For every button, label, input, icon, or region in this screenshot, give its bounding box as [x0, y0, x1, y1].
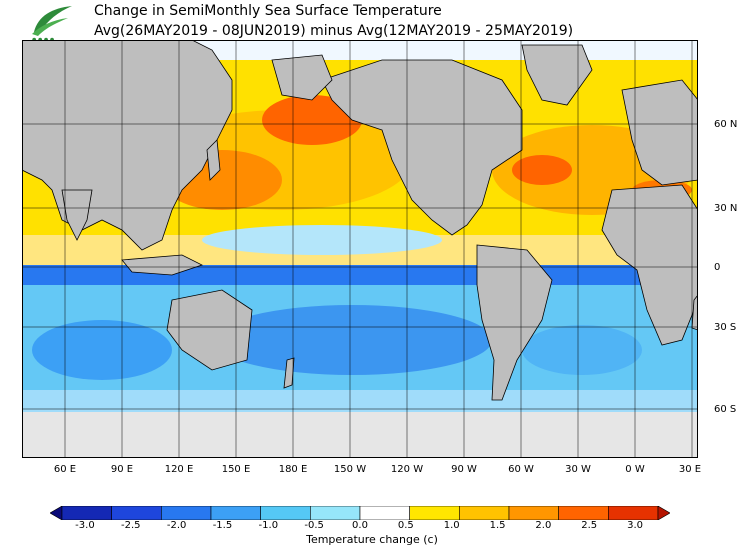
title-line-2: Avg(26MAY2019 - 08JUN2019) minus Avg(12M…: [94, 23, 574, 39]
lat-label-30s: 30 S: [714, 322, 737, 333]
colorbar-swatch: [508, 506, 559, 520]
land-australia: [166, 289, 253, 371]
map-frame: [22, 40, 698, 458]
lon-label-90w: 90 W: [451, 464, 477, 475]
map-title: Change in SemiMonthly Sea Surface Temper…: [94, 1, 573, 41]
land-newzealand: [283, 357, 295, 389]
colorbar-swatch: [61, 506, 112, 520]
colorbar-tick-label: -0.5: [304, 520, 324, 531]
land-greenland: [521, 44, 593, 106]
land-north-america: [321, 59, 523, 236]
land-south-america: [476, 244, 553, 401]
antarctic-ice: [22, 412, 698, 458]
lon-label-90e: 90 E: [110, 464, 134, 475]
colorbar-swatch: [210, 506, 261, 520]
sst-change-map: [22, 40, 698, 458]
colorbar-tick-label: 2.5: [581, 520, 598, 531]
colorbar-tick-label: 0.0: [352, 520, 368, 531]
colorbar-high-extension: [657, 506, 670, 520]
svg-text:● ● ● ●: ● ● ● ●: [32, 37, 55, 42]
land-alaska: [271, 54, 333, 101]
land-africa: [601, 184, 698, 346]
south-indian-cool: [32, 320, 172, 380]
colorbar-tick-label: -3.0: [75, 520, 95, 531]
colorbar: [50, 506, 670, 520]
colorbar-swatch: [111, 506, 162, 520]
colorbar-title: Temperature change (c): [306, 533, 438, 546]
colorbar-low-extension: [50, 506, 63, 520]
southern-ocean-mixed: [22, 390, 698, 415]
south-atlantic-cool: [522, 325, 642, 375]
colorbar-tick-label: -2.5: [121, 520, 141, 531]
colorbar-swatch: [260, 506, 311, 520]
north-atlantic-hot: [512, 155, 572, 185]
lon-label-60w: 60 W: [508, 464, 534, 475]
colorbar-swatch: [310, 506, 361, 520]
title-line-1: Change in SemiMonthly Sea Surface Temper…: [94, 3, 442, 19]
land-madagascar: [691, 294, 698, 331]
land-japan: [206, 139, 221, 181]
tropical-cool-patch: [202, 225, 442, 255]
lon-label-30w: 30 W: [565, 464, 591, 475]
lon-label-120e: 120 E: [164, 464, 194, 475]
lon-label-150e: 150 E: [221, 464, 251, 475]
south-pacific-cool: [212, 305, 492, 375]
equatorial-cool: [22, 265, 698, 285]
gulf-alaska-warm: [262, 95, 362, 145]
colorbar-swatch: [459, 506, 510, 520]
lat-label-60n: 60 N: [714, 119, 738, 130]
lon-label-60e: 60 E: [53, 464, 77, 475]
lon-label-120w: 120 W: [390, 464, 424, 475]
lon-label-150w: 150 W: [333, 464, 367, 475]
colorbar-tick-label: 3.0: [627, 520, 644, 531]
colorbar-swatch: [608, 506, 659, 520]
lon-label-30e: 30 E: [678, 464, 702, 475]
land-indonesia: [121, 254, 204, 276]
graticule: [22, 40, 698, 458]
colorbar-tick-label: 1.5: [489, 520, 506, 531]
colorbar-swatch: [161, 506, 212, 520]
land-masses: [22, 40, 698, 401]
colorbar-tick-label: -1.0: [258, 520, 279, 531]
lat-label-eq: 0: [714, 262, 721, 273]
land-india: [61, 189, 93, 241]
lon-label-0w: 0 W: [625, 464, 645, 475]
colorbar-tick-label: 0.5: [397, 520, 414, 531]
colorbar-swatch: [409, 506, 460, 520]
land-europe: [621, 79, 698, 186]
lon-label-180e: 180 E: [278, 464, 308, 475]
colorbar-tick-label: 2.0: [535, 520, 552, 531]
agency-logo: ● ● ● ●: [32, 6, 72, 42]
colorbar-swatch: [558, 506, 609, 520]
colorbar-tick-label: 1.0: [443, 520, 460, 531]
lat-label-60s: 60 S: [714, 404, 737, 415]
colorbar-tick-label: -1.5: [212, 520, 233, 531]
lat-label-30n: 30 N: [714, 203, 738, 214]
colorbar-tick-label: -2.0: [166, 520, 187, 531]
colorbar-swatch: [359, 506, 410, 520]
